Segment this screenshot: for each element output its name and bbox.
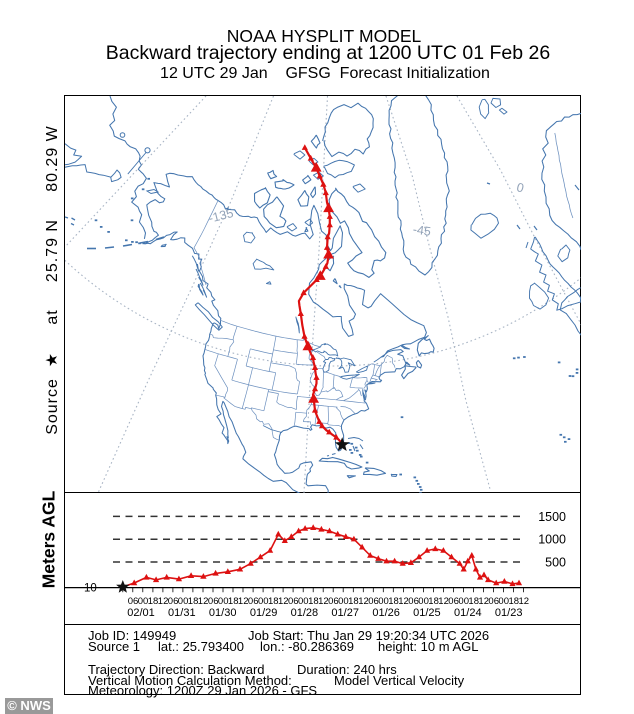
svg-text:12: 12 (238, 596, 249, 607)
svg-text:1000: 1000 (538, 533, 566, 547)
svg-text:10: 10 (84, 583, 97, 595)
svg-text:06: 06 (288, 596, 299, 607)
svg-text:06: 06 (208, 596, 219, 607)
svg-text:18: 18 (388, 596, 399, 607)
svg-text:06: 06 (448, 596, 459, 607)
svg-text:06: 06 (368, 596, 379, 607)
svg-text:00: 00 (458, 596, 469, 607)
svg-text:02/01: 02/01 (127, 607, 155, 619)
svg-text:-135: -135 (207, 206, 235, 226)
svg-text:01/23: 01/23 (495, 607, 523, 619)
svg-text:01/28: 01/28 (291, 607, 319, 619)
svg-text:06: 06 (248, 596, 259, 607)
svg-text:01/31: 01/31 (168, 607, 196, 619)
svg-text:12: 12 (198, 596, 209, 607)
svg-text:18: 18 (148, 596, 159, 607)
svg-text:06: 06 (328, 596, 339, 607)
svg-text:06: 06 (488, 596, 499, 607)
svg-text:18: 18 (308, 596, 319, 607)
svg-text:18: 18 (348, 596, 359, 607)
svg-text:01/26: 01/26 (372, 607, 400, 619)
svg-text:00: 00 (298, 596, 309, 607)
svg-text:06: 06 (128, 596, 139, 607)
svg-text:12: 12 (158, 596, 169, 607)
svg-text:1500: 1500 (538, 510, 566, 524)
svg-text:00: 00 (378, 596, 389, 607)
svg-text:06: 06 (408, 596, 419, 607)
svg-text:00: 00 (498, 596, 509, 607)
svg-text:500: 500 (545, 556, 566, 570)
svg-text:00: 00 (138, 596, 149, 607)
svg-text:00: 00 (178, 596, 189, 607)
svg-text:01/25: 01/25 (413, 607, 441, 619)
svg-text:12: 12 (358, 596, 369, 607)
svg-text:00: 00 (338, 596, 349, 607)
svg-text:12: 12 (519, 596, 530, 607)
svg-text:12: 12 (318, 596, 329, 607)
svg-text:01/27: 01/27 (331, 607, 359, 619)
svg-text:00: 00 (418, 596, 429, 607)
svg-text:0: 0 (515, 180, 525, 195)
svg-text:01/24: 01/24 (454, 607, 482, 619)
svg-text:18: 18 (428, 596, 439, 607)
svg-text:01/30: 01/30 (209, 607, 237, 619)
svg-text:-45: -45 (412, 222, 432, 238)
svg-text:12: 12 (278, 596, 289, 607)
svg-text:18: 18 (509, 596, 520, 607)
svg-text:01/29: 01/29 (250, 607, 278, 619)
svg-text:00: 00 (258, 596, 269, 607)
svg-text:06: 06 (168, 596, 179, 607)
svg-text:18: 18 (188, 596, 199, 607)
svg-text:18: 18 (228, 596, 239, 607)
svg-text:00: 00 (218, 596, 229, 607)
svg-text:12: 12 (438, 596, 449, 607)
svg-text:18: 18 (268, 596, 279, 607)
svg-text:12: 12 (478, 596, 489, 607)
svg-text:18: 18 (468, 596, 479, 607)
svg-text:12: 12 (398, 596, 409, 607)
